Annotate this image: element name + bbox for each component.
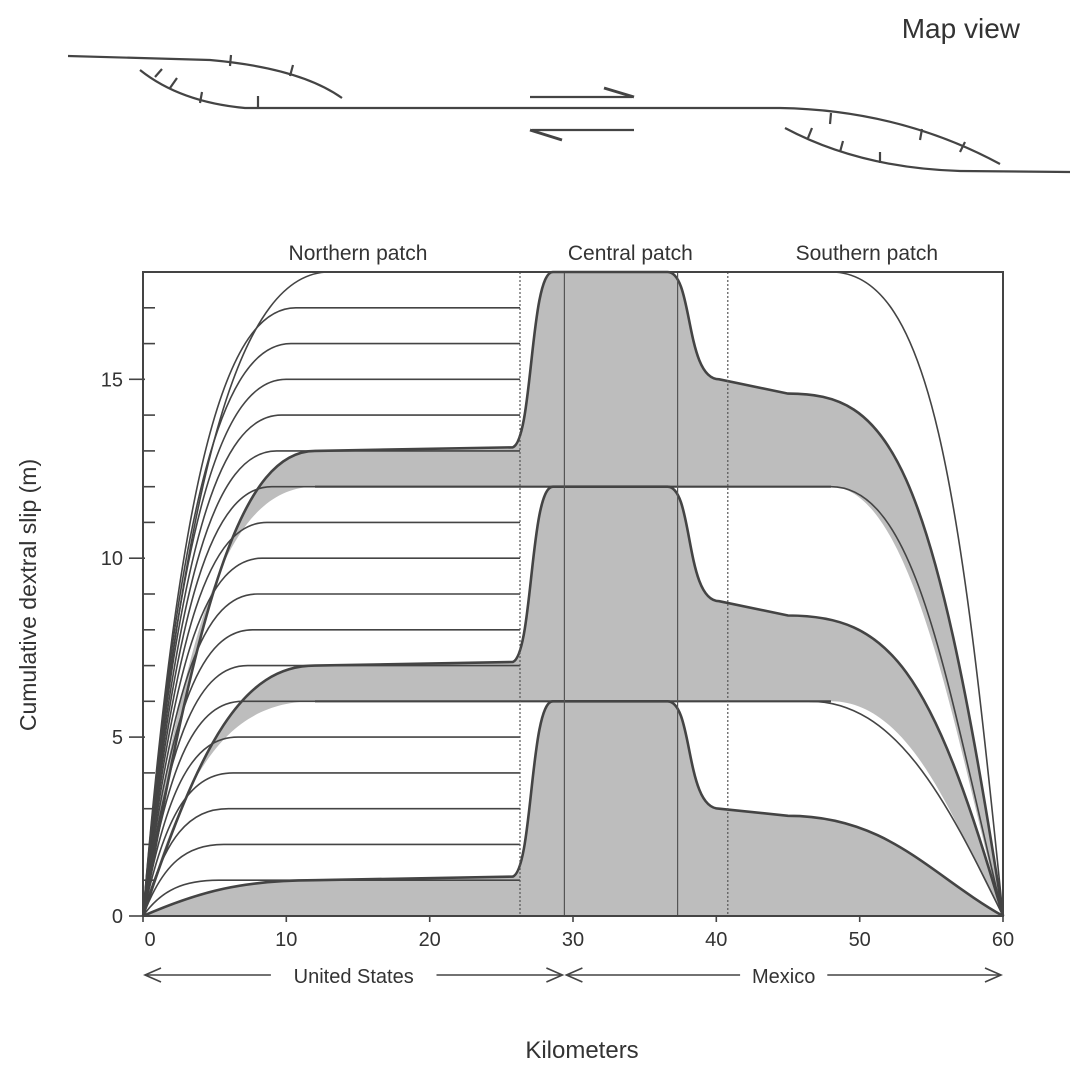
x-axis-label: Kilometers <box>525 1037 638 1064</box>
chart-fills <box>143 272 1003 916</box>
y-tick-label-15: 15 <box>101 369 123 391</box>
ticks-east <box>806 112 966 163</box>
region-arrowhead-left-1 <box>143 967 162 983</box>
northern-slip-curve-17 <box>142 307 520 917</box>
region-arrowhead-right-2 <box>984 967 1003 983</box>
fault-trace-west <box>67 54 343 99</box>
slip-event-envelope-1 <box>143 701 1003 916</box>
y-axis-label: Cumulative dextral slip (m) <box>15 459 41 731</box>
outer-fall-curve <box>830 271 1004 917</box>
region-arrowhead-right-1 <box>546 967 565 983</box>
fault-trace-east <box>784 127 1071 174</box>
northern-slip-curve-2 <box>142 843 520 917</box>
x-tick-label-10: 10 <box>275 929 297 951</box>
map-view-sketch <box>67 54 1071 174</box>
fault-trace-main <box>139 69 1001 165</box>
map-view-label: Map view <box>902 13 1021 44</box>
x-axis-ticks: 0 10 20 30 40 50 60 <box>142 916 1014 951</box>
y-tick-label-0: 0 <box>112 906 123 928</box>
ticks-west <box>154 54 295 107</box>
y-tick-label-5: 5 <box>112 727 123 749</box>
chart-curves <box>141 270 1005 918</box>
region-arrows: United States Mexico <box>143 966 1003 988</box>
patch-labels: Northern patch Central patch Southern patc… <box>289 242 938 265</box>
y-axis-ticks: 0 5 10 15 <box>101 271 155 928</box>
northern-slip-curve-8 <box>142 629 520 917</box>
slip-event-envelope-2 <box>143 486 1003 916</box>
x-tick-label-40: 40 <box>705 929 727 951</box>
x-tick-label-50: 50 <box>849 929 871 951</box>
outer-rise-curve <box>142 271 330 917</box>
x-tick-label-60: 60 <box>992 929 1014 951</box>
x-tick-label-30: 30 <box>562 929 584 951</box>
patch-label-1: Northern patch <box>289 242 428 265</box>
region-arrowhead-left-2 <box>564 967 583 983</box>
x-tick-label-0: 0 <box>144 929 155 951</box>
patch-label-3: Southern patch <box>796 242 938 265</box>
arrow-right-head <box>603 86 635 99</box>
patch-label-2: Central patch <box>568 242 693 265</box>
chart-dividers <box>519 272 729 916</box>
region-label-1: United States <box>294 966 414 988</box>
southern-decline-curve-2 <box>809 700 1004 917</box>
region-label-2: Mexico <box>752 966 815 988</box>
arrow-left-head <box>529 128 563 142</box>
northern-slip-curve-10 <box>142 557 520 917</box>
northern-slip-curve-1 <box>142 879 520 917</box>
slip-event-envelope-3 <box>143 272 1003 916</box>
southern-decline-curve-1 <box>830 485 1004 917</box>
y-tick-label-10: 10 <box>101 548 123 570</box>
x-tick-label-20: 20 <box>419 929 441 951</box>
northern-slip-curve-11 <box>142 521 520 917</box>
